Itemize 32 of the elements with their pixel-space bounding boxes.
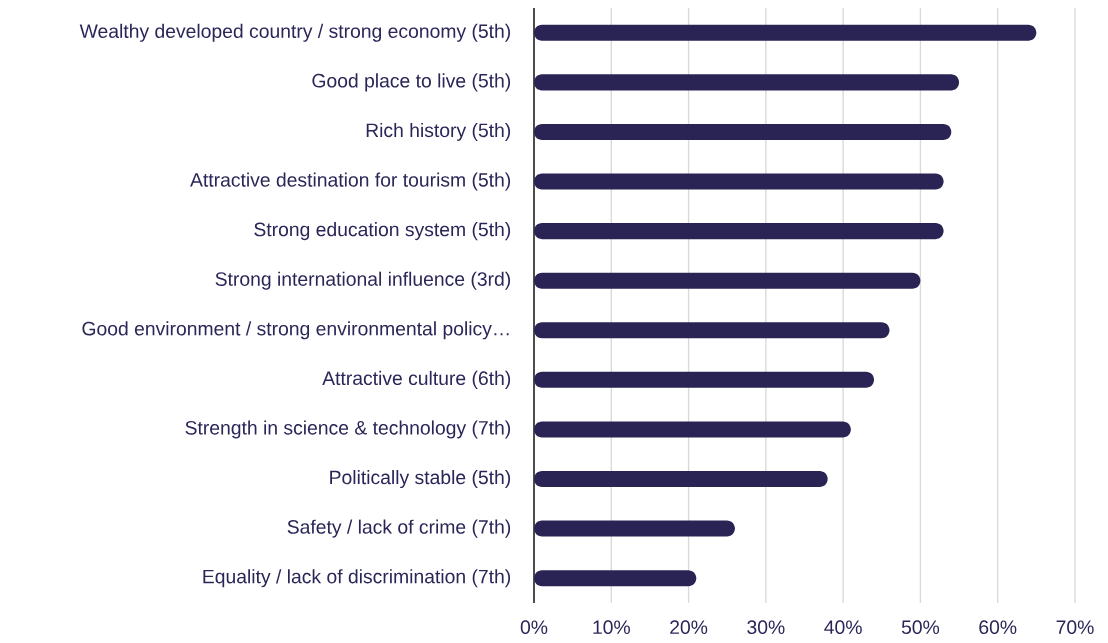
bar <box>534 520 735 537</box>
bar <box>534 471 828 488</box>
x-tick-label: 60% <box>979 620 1017 635</box>
x-tick-label: 70% <box>1056 620 1094 635</box>
bar <box>534 123 952 140</box>
x-tick-label: 30% <box>747 620 785 635</box>
y-tick-label: Good environment / strong environmental policy… <box>82 321 509 340</box>
x-tick-label: 50% <box>901 620 940 635</box>
bar <box>534 173 944 190</box>
y-tick-label: Strong education system (5th) <box>254 222 511 241</box>
bar <box>534 223 944 240</box>
bar <box>534 24 1037 41</box>
x-tick-label: 40% <box>824 620 862 635</box>
y-tick-label: Rich history (5th) <box>366 122 511 141</box>
x-tick-label: 10% <box>593 620 630 635</box>
x-tick-label: 0% <box>520 620 548 635</box>
y-tick-label: Wealthy developed country / strong economy (5th) <box>79 23 511 42</box>
x-tick-label: 20% <box>670 620 708 635</box>
y-tick-label: Politically stable (5th) <box>330 470 511 489</box>
y-tick-label: Equality / lack of discrimination (7th) <box>203 569 511 588</box>
bar <box>534 74 960 91</box>
y-tick-label: Strength in science & technology (7th) <box>185 420 511 439</box>
bar <box>534 322 890 339</box>
bar <box>534 272 921 289</box>
y-tick-label: Good place to live (5th) <box>312 73 511 92</box>
y-tick-label: Strong international influence (3rd) <box>215 271 511 290</box>
y-tick-label: Attractive culture (6th) <box>322 370 511 389</box>
bar <box>534 371 875 388</box>
bar <box>534 421 851 438</box>
y-tick-label: Safety / lack of crime (7th) <box>287 519 511 538</box>
y-tick-label: Attractive destination for tourism (5th) <box>190 172 511 191</box>
bar <box>534 570 697 587</box>
